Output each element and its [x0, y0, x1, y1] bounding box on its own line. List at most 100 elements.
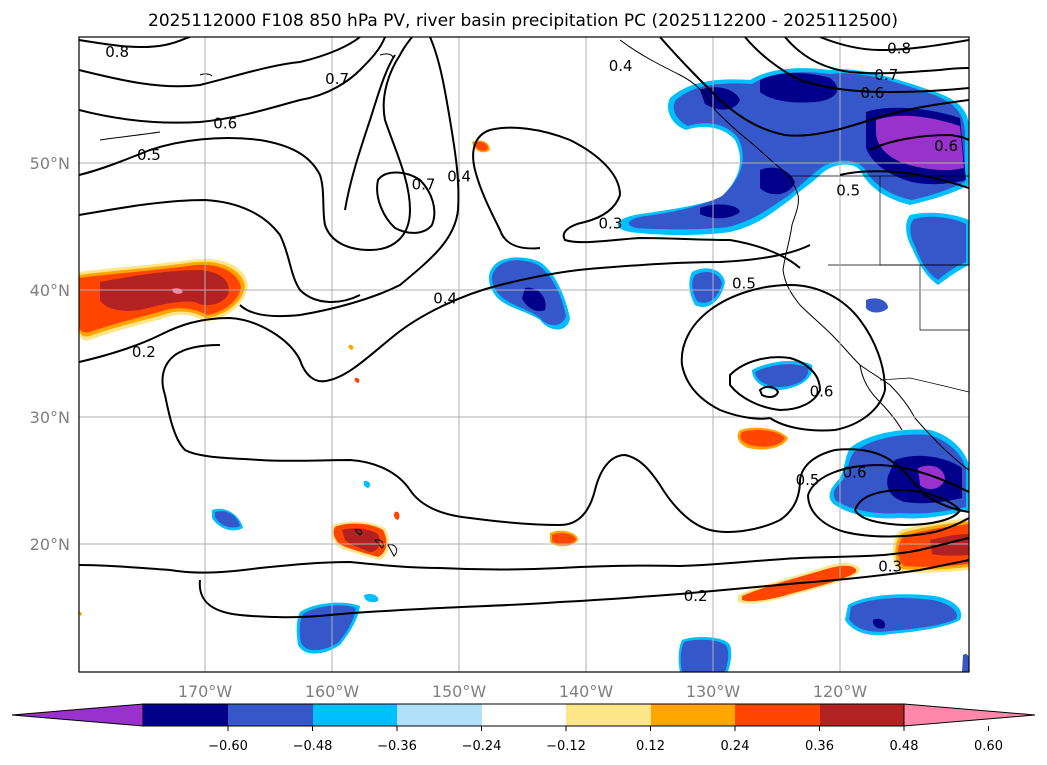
- contour-label: 0.2: [132, 343, 156, 361]
- shade-bc-deep2: [700, 87, 740, 110]
- contour-label: 0.2: [684, 587, 708, 605]
- coast-na: [619, 39, 969, 471]
- shade-bc-purple: [876, 115, 964, 171]
- coast-baja: [859, 364, 903, 431]
- shade-se-spot1-mid: [680, 639, 729, 672]
- lon-axis: 170°W 160°W 150°W 140°W 130°W 120°W: [178, 682, 868, 701]
- pv-contour-0.5-ne: [869, 133, 969, 151]
- pv-contour-0.5-low: [709, 283, 887, 432]
- pv-contour-0.6-nw: [79, 37, 386, 124]
- contour-label: 0.6: [934, 137, 958, 155]
- pv-contour-0.2-main: [164, 394, 969, 533]
- colorbar-bin-3: [313, 704, 397, 726]
- colorbar-tick-label: 0.36: [805, 739, 834, 754]
- contour-label: 0.6: [860, 84, 884, 102]
- colorbar-extend-high: [903, 703, 1036, 727]
- shade-sw-spot1-mid: [215, 510, 240, 528]
- pv-contour-0.7-nw: [79, 37, 361, 88]
- colorbar-tick-label: −0.60: [208, 739, 248, 754]
- pv-contour-0.3-south: [79, 537, 969, 574]
- contour-label: 0.7: [325, 70, 349, 88]
- figure-title: 2025112000 F108 850 hPa PV, river basin …: [148, 11, 898, 31]
- contour-label: 0.6: [213, 114, 237, 132]
- colorbar-bin-1: [143, 704, 228, 726]
- shade-small-mid: [363, 480, 371, 488]
- lon-label-160w: 160°W: [305, 682, 360, 701]
- shade-low-center-mid: [755, 364, 809, 387]
- contour-label: 0.4: [433, 290, 457, 308]
- contour-label: 0.5: [836, 182, 860, 200]
- map-frame: [78, 36, 970, 673]
- colorbar-bin-9: [820, 704, 904, 726]
- contour-label: 0.7: [874, 66, 898, 84]
- pv-contour-0.6-mex: [853, 488, 962, 527]
- colorbar-bin-5: [482, 704, 566, 726]
- colorbar-frame: [142, 703, 905, 727]
- contour-label: 0.4: [447, 168, 471, 186]
- colorbar-bin-8: [735, 704, 820, 726]
- coast-hawaii: [354, 529, 398, 557]
- pv-contour-0.5-nw: [79, 37, 413, 252]
- contour-label: 0.5: [796, 471, 820, 489]
- contour-label: 0.5: [732, 274, 756, 292]
- pv-contours: [79, 37, 969, 619]
- colorbar-bin-6: [566, 704, 651, 726]
- pv-contour-0.6-loop: [344, 54, 396, 211]
- lon-label-170w: 170°W: [178, 682, 233, 701]
- contour-label: 0.3: [599, 215, 623, 233]
- colorbar-tick-label: −0.36: [377, 739, 417, 754]
- pv-contour-0.5-mex: [807, 463, 969, 496]
- pv-contour-0.8-nw: [79, 37, 191, 49]
- pv-contour-0.2-west2: [161, 344, 221, 396]
- lon-label-130w: 130°W: [686, 682, 741, 701]
- shade-e-pac-spot-mid: [692, 271, 722, 303]
- colorbar-bin-7: [651, 704, 735, 726]
- colorbar-bin-2: [228, 704, 313, 726]
- lat-label-50n: 50°N: [30, 154, 70, 173]
- pv-contour-0.3-loop: [472, 129, 541, 250]
- colorbar-tick-label: 0.12: [636, 739, 665, 754]
- contour-label: 0.3: [878, 558, 902, 576]
- colorbar-tick-label: −0.48: [293, 739, 333, 754]
- colorbar-bin-4: [397, 704, 482, 726]
- colorbar-tick-label: −0.24: [462, 739, 502, 754]
- pv-contour-0.3-mid: [489, 126, 801, 269]
- pv-contour-0.7-loop: [376, 171, 436, 234]
- colorbar: −0.60 −0.48 −0.36 −0.24 −0.12 0.12 0.24 0.36 0.4…: [11, 703, 1036, 754]
- shade-pos-tiny1: [348, 344, 354, 350]
- contour-label: 0.8: [105, 43, 129, 61]
- shade-hawaii-spot: [394, 511, 400, 520]
- shade-hawaii-dark: [342, 528, 380, 552]
- contour-label: 0.8: [887, 39, 911, 57]
- shade-pos-small3-red: [740, 430, 785, 447]
- shade-pos-small2-red: [552, 533, 576, 545]
- shade-se-edge: [962, 653, 969, 672]
- lon-label-120w: 120°W: [813, 682, 868, 701]
- border-states2: [828, 264, 969, 331]
- pv-contour-0.5-low2: [680, 309, 771, 420]
- political-borders: [790, 175, 969, 393]
- pv-contour-0.5-mex2: [807, 494, 969, 538]
- contour-label: 0.4: [609, 57, 633, 75]
- shade-mexico-purple: [918, 465, 945, 490]
- shade-bc-deep5: [700, 204, 740, 219]
- shade-small-hi: [364, 593, 379, 603]
- graticule: [79, 37, 969, 672]
- colorbar-tick-label: −0.12: [546, 739, 586, 754]
- shade-se-deep: [872, 618, 886, 629]
- shade-cpac-deep: [522, 287, 546, 312]
- border-us-mexico: [879, 377, 969, 393]
- pv-contour-0.5-bc: [839, 170, 969, 189]
- pv-contour-0.8-ne: [819, 37, 969, 52]
- colorbar-tick-label: 0.60: [974, 739, 1003, 754]
- shade-pos-small1-red: [474, 141, 488, 151]
- colorbar-ticks: −0.60 −0.48 −0.36 −0.24 −0.12 0.12 0.24 0.36 0.4…: [208, 726, 1003, 754]
- shade-pos-tiny3: [79, 611, 82, 616]
- lat-label-40n: 40°N: [30, 281, 70, 300]
- contour-label: 0.7: [412, 175, 436, 193]
- pv-contour-0.6-ring: [758, 385, 780, 398]
- contour-labels: 0.8 0.80.7 0.70.60.60.40.50.7 0.40.30.50.60…: [105, 39, 958, 605]
- lon-label-140w: 140°W: [559, 682, 614, 701]
- shade-bc-deep1: [760, 73, 838, 103]
